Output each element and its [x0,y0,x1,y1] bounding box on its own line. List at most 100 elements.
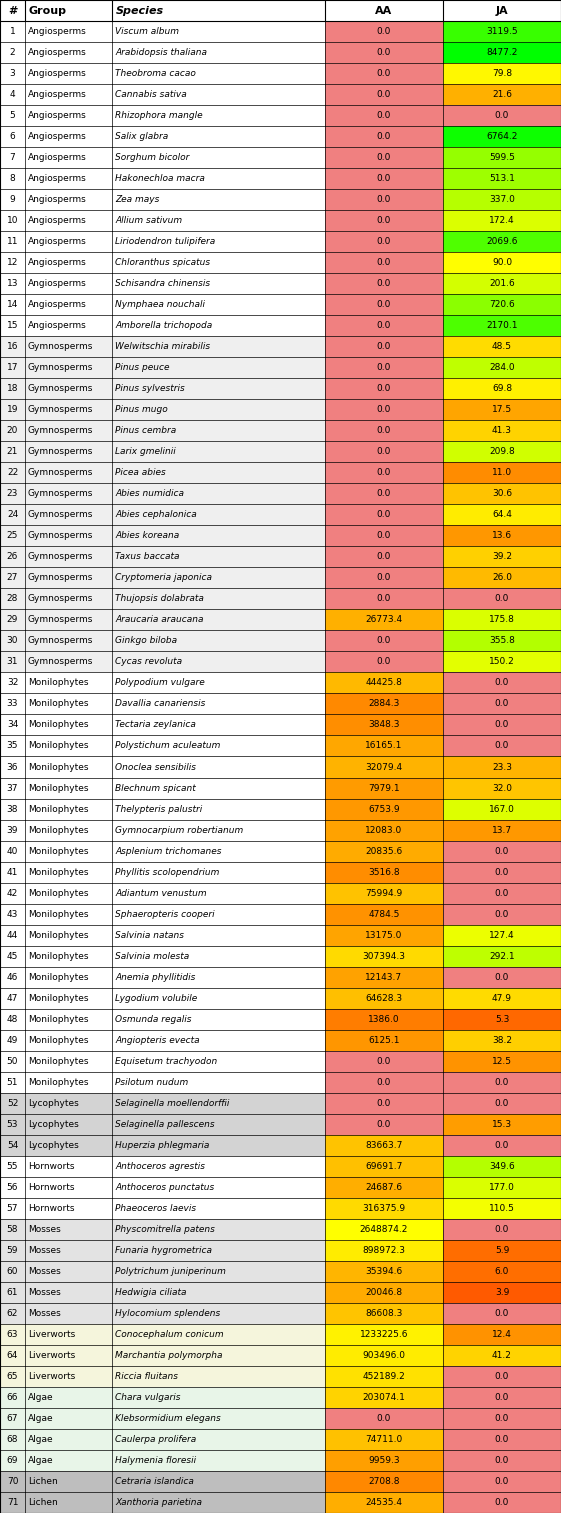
Text: 51: 51 [7,1077,19,1086]
Bar [325,1366,443,1387]
Text: 0.0: 0.0 [377,510,391,519]
Bar [443,1239,561,1260]
Text: Larix gmelinii: Larix gmelinii [115,448,176,457]
Text: Zea mays: Zea mays [115,195,159,204]
Bar [325,756,443,778]
Text: 7979.1: 7979.1 [368,784,400,793]
Bar [0,861,561,882]
Bar [325,567,443,589]
Text: Angiosperms: Angiosperms [28,91,87,98]
Text: 7: 7 [10,153,15,162]
Text: Gymnosperms: Gymnosperms [28,595,93,604]
Text: 3.9: 3.9 [495,1288,509,1297]
Text: 0.0: 0.0 [377,91,391,98]
Bar [0,399,561,421]
Bar [325,357,443,378]
Text: 2648874.2: 2648874.2 [360,1226,408,1233]
Text: Hornworts: Hornworts [28,1183,75,1192]
Text: Monilophytes: Monilophytes [28,720,89,729]
Bar [0,525,561,546]
Text: 61: 61 [7,1288,19,1297]
Bar [325,1177,443,1198]
Bar [443,357,561,378]
Text: 0.0: 0.0 [377,259,391,268]
Text: Angiosperms: Angiosperms [28,321,87,330]
Text: 0.0: 0.0 [377,27,391,36]
Text: Monilophytes: Monilophytes [28,678,89,687]
Bar [443,483,561,504]
Text: 0.0: 0.0 [377,384,391,393]
Text: Anthoceros agrestis: Anthoceros agrestis [115,1162,205,1171]
Text: 6.0: 6.0 [495,1266,509,1275]
Bar [443,610,561,631]
Text: 86608.3: 86608.3 [365,1309,403,1318]
Text: Ginkgo biloba: Ginkgo biloba [115,637,177,646]
Bar [443,104,561,126]
Bar [443,1345,561,1366]
Bar [325,442,443,463]
Bar [0,735,561,756]
Text: 0.0: 0.0 [377,110,391,120]
Text: 284.0: 284.0 [489,363,515,372]
Text: 59: 59 [7,1245,19,1254]
Text: 0.0: 0.0 [495,847,509,855]
Text: 12143.7: 12143.7 [365,973,403,982]
Bar [325,988,443,1009]
Text: 14: 14 [7,300,18,309]
Bar [443,652,561,672]
Text: 44: 44 [7,930,18,940]
Bar [0,924,561,946]
Text: Cycas revoluta: Cycas revoluta [115,658,182,666]
Text: 0.0: 0.0 [377,132,391,141]
Bar [443,42,561,64]
Bar [443,1030,561,1050]
Text: 50: 50 [7,1056,19,1065]
Bar [325,1324,443,1345]
Bar [325,210,443,231]
Bar [0,946,561,967]
Text: 5.3: 5.3 [495,1015,509,1024]
Bar [443,1156,561,1177]
Bar [325,126,443,147]
Text: 203074.1: 203074.1 [362,1393,406,1403]
Bar [0,253,561,274]
Text: 337.0: 337.0 [489,195,515,204]
Text: 0.0: 0.0 [495,1372,509,1381]
Bar [443,1092,561,1114]
Text: 65: 65 [7,1372,19,1381]
Text: 20835.6: 20835.6 [365,847,403,855]
Bar [0,147,561,168]
Bar [325,463,443,483]
Bar [325,1009,443,1030]
Text: Thelypteris palustri: Thelypteris palustri [115,805,203,814]
Bar [325,336,443,357]
Bar [0,693,561,714]
Text: Polypodium vulgare: Polypodium vulgare [115,678,205,687]
Text: 1: 1 [10,27,15,36]
Text: Gymnosperms: Gymnosperms [28,427,93,436]
Text: Amborella trichopoda: Amborella trichopoda [115,321,212,330]
Bar [0,1071,561,1092]
Text: 0.0: 0.0 [377,1120,391,1129]
Text: 32079.4: 32079.4 [365,763,403,772]
Bar [443,735,561,756]
Text: 47.9: 47.9 [492,994,512,1003]
Bar [0,336,561,357]
Bar [0,1449,561,1471]
Bar [325,147,443,168]
Bar [443,315,561,336]
Bar [325,799,443,820]
Text: 41: 41 [7,867,18,876]
Text: 6764.2: 6764.2 [486,132,518,141]
Text: 8: 8 [10,174,15,183]
Bar [0,421,561,442]
Text: 8477.2: 8477.2 [486,48,518,57]
Text: Gymnosperms: Gymnosperms [28,405,93,415]
Text: 2708.8: 2708.8 [368,1477,400,1486]
Bar [0,357,561,378]
Text: 2884.3: 2884.3 [369,699,399,708]
Text: Chloranthus spicatus: Chloranthus spicatus [115,259,210,268]
Text: 48: 48 [7,1015,18,1024]
Text: 0.0: 0.0 [377,174,391,183]
Text: Gymnosperms: Gymnosperms [28,363,93,372]
